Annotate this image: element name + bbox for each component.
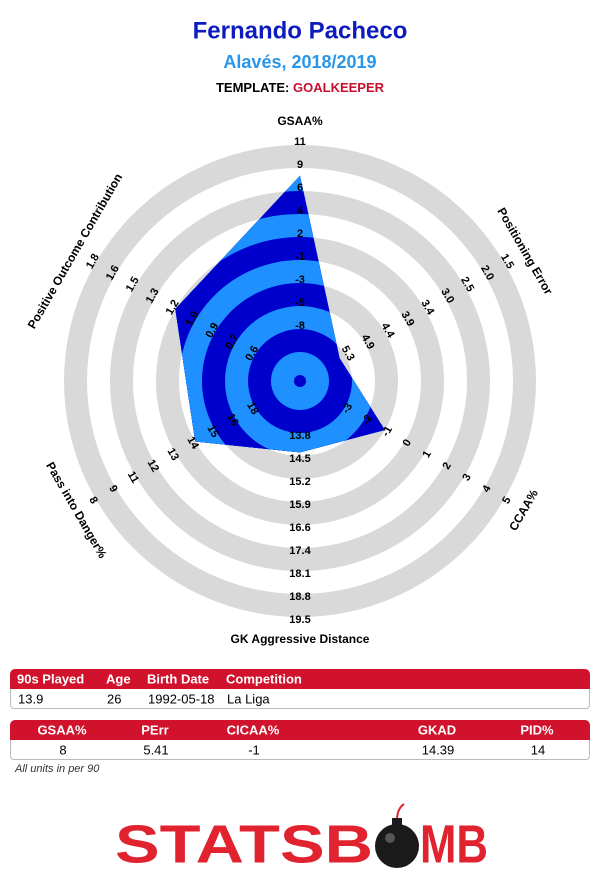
cell: 5.41 xyxy=(143,742,169,757)
logo-shine xyxy=(385,833,395,843)
tick-label: 18.1 xyxy=(289,568,310,580)
tick-label: 4 xyxy=(297,205,304,217)
tick-label: 15.9 xyxy=(289,499,310,511)
logo-text: MB xyxy=(420,814,488,874)
info-table: 90s Played Age Birth Date Competition 13… xyxy=(10,669,590,709)
column-header: PID% xyxy=(520,722,554,738)
logo-bomb-cap xyxy=(392,818,402,825)
cell: -1 xyxy=(248,742,260,757)
tick-label: 18 xyxy=(244,400,261,417)
tick-label: -8 xyxy=(295,320,305,332)
stats-table: GSAA% PErr CICAA% GKAD PID% 8 5.41 -1 14… xyxy=(10,720,590,760)
tick-label: 9 xyxy=(297,159,303,171)
tick-label: -1 xyxy=(295,251,305,263)
radar-band xyxy=(294,375,306,387)
axis-name: CCAA% xyxy=(506,487,541,534)
table-header: GSAA% PErr CICAA% GKAD PID% xyxy=(10,720,590,740)
column-header: 90s Played xyxy=(17,671,85,687)
tick-label: 13.8 xyxy=(289,430,310,442)
logo-fuse xyxy=(396,803,405,819)
column-header: Competition xyxy=(226,671,302,687)
tick-label: 2 xyxy=(297,228,303,240)
cell: 26 xyxy=(107,691,122,706)
title: Fernando Pacheco xyxy=(193,17,408,44)
tick-label: 5 xyxy=(500,495,513,506)
subtitle: Alavés, 2018/2019 xyxy=(223,52,376,72)
logo: STATSB MB xyxy=(115,803,488,874)
footnote: All units in per 90 xyxy=(15,763,100,775)
tick-label: -5 xyxy=(295,297,305,309)
cell: 13.9 xyxy=(18,691,44,706)
logo-bomb xyxy=(375,824,419,868)
tick-label: 16 xyxy=(224,412,241,429)
column-header: Age xyxy=(106,671,131,687)
tick-label: 8 xyxy=(86,495,99,506)
table-row: 13.9 26 1992-05-18 La Liga xyxy=(10,689,590,709)
cell: 1992-05-18 xyxy=(148,691,215,706)
table-header: 90s Played Age Birth Date Competition xyxy=(10,669,590,689)
axis-name: GK Aggressive Distance xyxy=(231,632,370,646)
column-header: CICAA% xyxy=(226,722,280,738)
axis-name: GSAA% xyxy=(277,114,323,128)
tick-label: 16.6 xyxy=(289,522,310,534)
cell: La Liga xyxy=(227,691,270,706)
cell: 8 xyxy=(59,742,67,757)
template: GOALKEEPER xyxy=(293,80,385,95)
tick-label: 12 xyxy=(145,458,162,475)
column-header: GSAA% xyxy=(37,722,87,738)
tick-label: 6 xyxy=(297,182,303,194)
tick-label: 15.2 xyxy=(289,476,310,488)
tick-label: 19.5 xyxy=(289,614,310,626)
tick-label: 14.5 xyxy=(289,453,310,465)
tick-label: 13 xyxy=(165,446,182,463)
tick-label: 18.8 xyxy=(289,591,310,603)
tick-label: 9 xyxy=(106,483,119,494)
tick-label: 11 xyxy=(125,469,141,485)
tick-label: -3 xyxy=(295,274,305,286)
radar-chart: Fernando Pacheco Alavés, 2018/2019 TEMPL… xyxy=(25,17,556,646)
template-line: TEMPLATE: GOALKEEPER xyxy=(216,80,385,95)
tick-label: 15 xyxy=(204,423,221,440)
tick-label: 0 xyxy=(401,437,414,448)
tick-label: 11 xyxy=(294,136,306,148)
cell: 14.39 xyxy=(421,742,455,757)
tick-label: 3 xyxy=(460,472,473,483)
column-header: Birth Date xyxy=(147,671,210,687)
tick-label: 17.4 xyxy=(289,545,311,557)
logo-text: STATSB xyxy=(115,814,373,874)
tick-label: 2 xyxy=(440,460,453,471)
cell: 14 xyxy=(530,742,546,757)
column-header: PErr xyxy=(141,722,169,738)
column-header: GKAD xyxy=(417,722,457,738)
tick-label: 1 xyxy=(420,449,433,460)
template-label: TEMPLATE: xyxy=(216,80,289,95)
table-row: 8 5.41 -1 14.39 14 xyxy=(10,740,590,760)
